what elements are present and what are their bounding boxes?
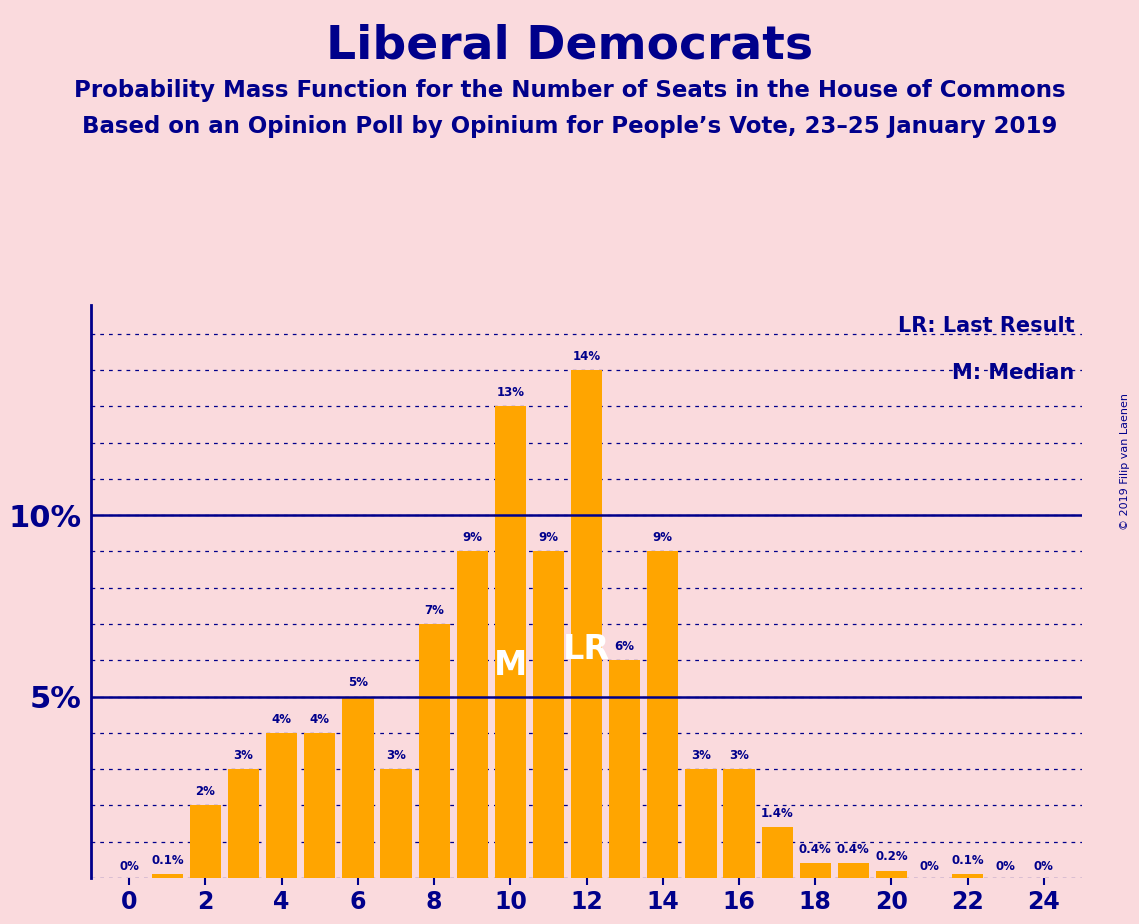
Text: 14%: 14% bbox=[573, 350, 600, 363]
Text: 9%: 9% bbox=[462, 531, 482, 544]
Text: 0.4%: 0.4% bbox=[798, 843, 831, 856]
Bar bbox=[151, 874, 183, 878]
Text: 0%: 0% bbox=[919, 860, 940, 873]
Text: 3%: 3% bbox=[386, 748, 405, 761]
Text: 0.1%: 0.1% bbox=[951, 854, 984, 867]
Text: LR: Last Result: LR: Last Result bbox=[898, 316, 1074, 335]
Text: © 2019 Filip van Laenen: © 2019 Filip van Laenen bbox=[1121, 394, 1130, 530]
Bar bbox=[609, 661, 640, 878]
Text: 3%: 3% bbox=[691, 748, 711, 761]
Text: 0.4%: 0.4% bbox=[837, 843, 870, 856]
Bar bbox=[304, 733, 335, 878]
Bar bbox=[533, 552, 564, 878]
Text: 13%: 13% bbox=[497, 386, 524, 399]
Text: 5%: 5% bbox=[347, 676, 368, 689]
Text: 2%: 2% bbox=[196, 785, 215, 798]
Bar bbox=[800, 863, 830, 878]
Text: 6%: 6% bbox=[615, 640, 634, 653]
Bar bbox=[190, 806, 221, 878]
Bar bbox=[762, 827, 793, 878]
Text: Probability Mass Function for the Number of Seats in the House of Commons: Probability Mass Function for the Number… bbox=[74, 79, 1065, 102]
Text: M: M bbox=[493, 650, 527, 682]
Bar bbox=[494, 407, 526, 878]
Bar bbox=[343, 697, 374, 878]
Bar bbox=[876, 870, 907, 878]
Bar bbox=[380, 769, 411, 878]
Text: 7%: 7% bbox=[424, 603, 444, 616]
Text: Liberal Democrats: Liberal Democrats bbox=[326, 23, 813, 68]
Text: Based on an Opinion Poll by Opinium for People’s Vote, 23–25 January 2019: Based on an Opinion Poll by Opinium for … bbox=[82, 116, 1057, 139]
Bar bbox=[267, 733, 297, 878]
Text: 4%: 4% bbox=[272, 712, 292, 725]
Text: 9%: 9% bbox=[539, 531, 558, 544]
Bar bbox=[418, 624, 450, 878]
Bar bbox=[647, 552, 679, 878]
Bar bbox=[723, 769, 755, 878]
Bar bbox=[838, 863, 869, 878]
Text: 3%: 3% bbox=[729, 748, 749, 761]
Text: 0.2%: 0.2% bbox=[875, 850, 908, 863]
Text: 0%: 0% bbox=[995, 860, 1016, 873]
Bar bbox=[952, 874, 983, 878]
Text: LR: LR bbox=[563, 633, 611, 666]
Bar bbox=[457, 552, 487, 878]
Text: M: Median: M: Median bbox=[952, 363, 1074, 383]
Bar bbox=[228, 769, 260, 878]
Text: 4%: 4% bbox=[310, 712, 330, 725]
Text: 1.4%: 1.4% bbox=[761, 807, 794, 820]
Text: 9%: 9% bbox=[653, 531, 673, 544]
Bar bbox=[686, 769, 716, 878]
Text: 0%: 0% bbox=[120, 860, 139, 873]
Text: 0.1%: 0.1% bbox=[151, 854, 183, 867]
Text: 0%: 0% bbox=[1034, 860, 1054, 873]
Text: 3%: 3% bbox=[233, 748, 254, 761]
Bar bbox=[571, 371, 603, 878]
